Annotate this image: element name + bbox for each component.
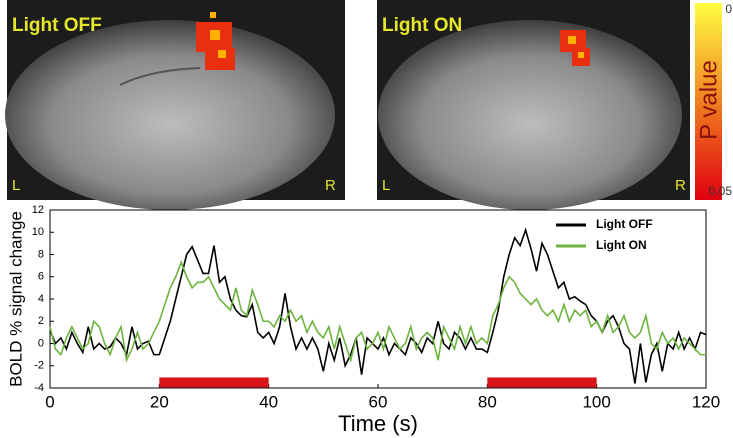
x-tick-label: 80	[478, 392, 497, 411]
x-tick-label: 120	[692, 392, 720, 411]
side-label: L	[382, 177, 390, 194]
colorbar-label: P value	[695, 60, 722, 140]
y-axis-label: BOLD % signal change	[6, 211, 25, 387]
side-label: L	[12, 177, 20, 194]
side-label: R	[675, 177, 686, 194]
y-tick-label: 8	[38, 248, 44, 260]
legend-label: Light ON	[596, 238, 647, 252]
y-tick-label: 2	[38, 315, 44, 327]
x-tick-label: 20	[150, 392, 169, 411]
y-tick-label: 6	[38, 271, 44, 283]
panel-title: Light ON	[382, 15, 462, 36]
y-tick-label: 0	[38, 337, 44, 349]
y-tick-label: 10	[32, 226, 44, 238]
colorbar-tick-label: 0	[725, 2, 732, 16]
data-line	[49, 260, 706, 364]
colorbar-tick-label: 0.05	[709, 184, 733, 198]
x-tick-label: 40	[259, 392, 278, 411]
panel-off	[5, 0, 345, 210]
panel-on	[377, 0, 690, 210]
y-tick-label: 12	[32, 204, 44, 216]
y-tick-label: -2	[34, 360, 44, 372]
data-line	[49, 227, 707, 384]
colorbar	[695, 3, 722, 200]
x-tick-label: 100	[582, 392, 610, 411]
legend-label: Light OFF	[596, 217, 653, 231]
side-label: R	[325, 177, 336, 194]
stimulus-bar	[159, 377, 269, 388]
y-tick-label: 4	[38, 293, 44, 305]
x-tick-label: 60	[369, 392, 388, 411]
x-tick-label: 0	[45, 392, 54, 411]
y-tick-label: -4	[34, 382, 44, 394]
plot-frame	[49, 209, 707, 389]
stimulus-bar	[487, 377, 597, 388]
panel-title: Light OFF	[12, 15, 102, 36]
x-axis-label: Time (s)	[338, 411, 418, 436]
